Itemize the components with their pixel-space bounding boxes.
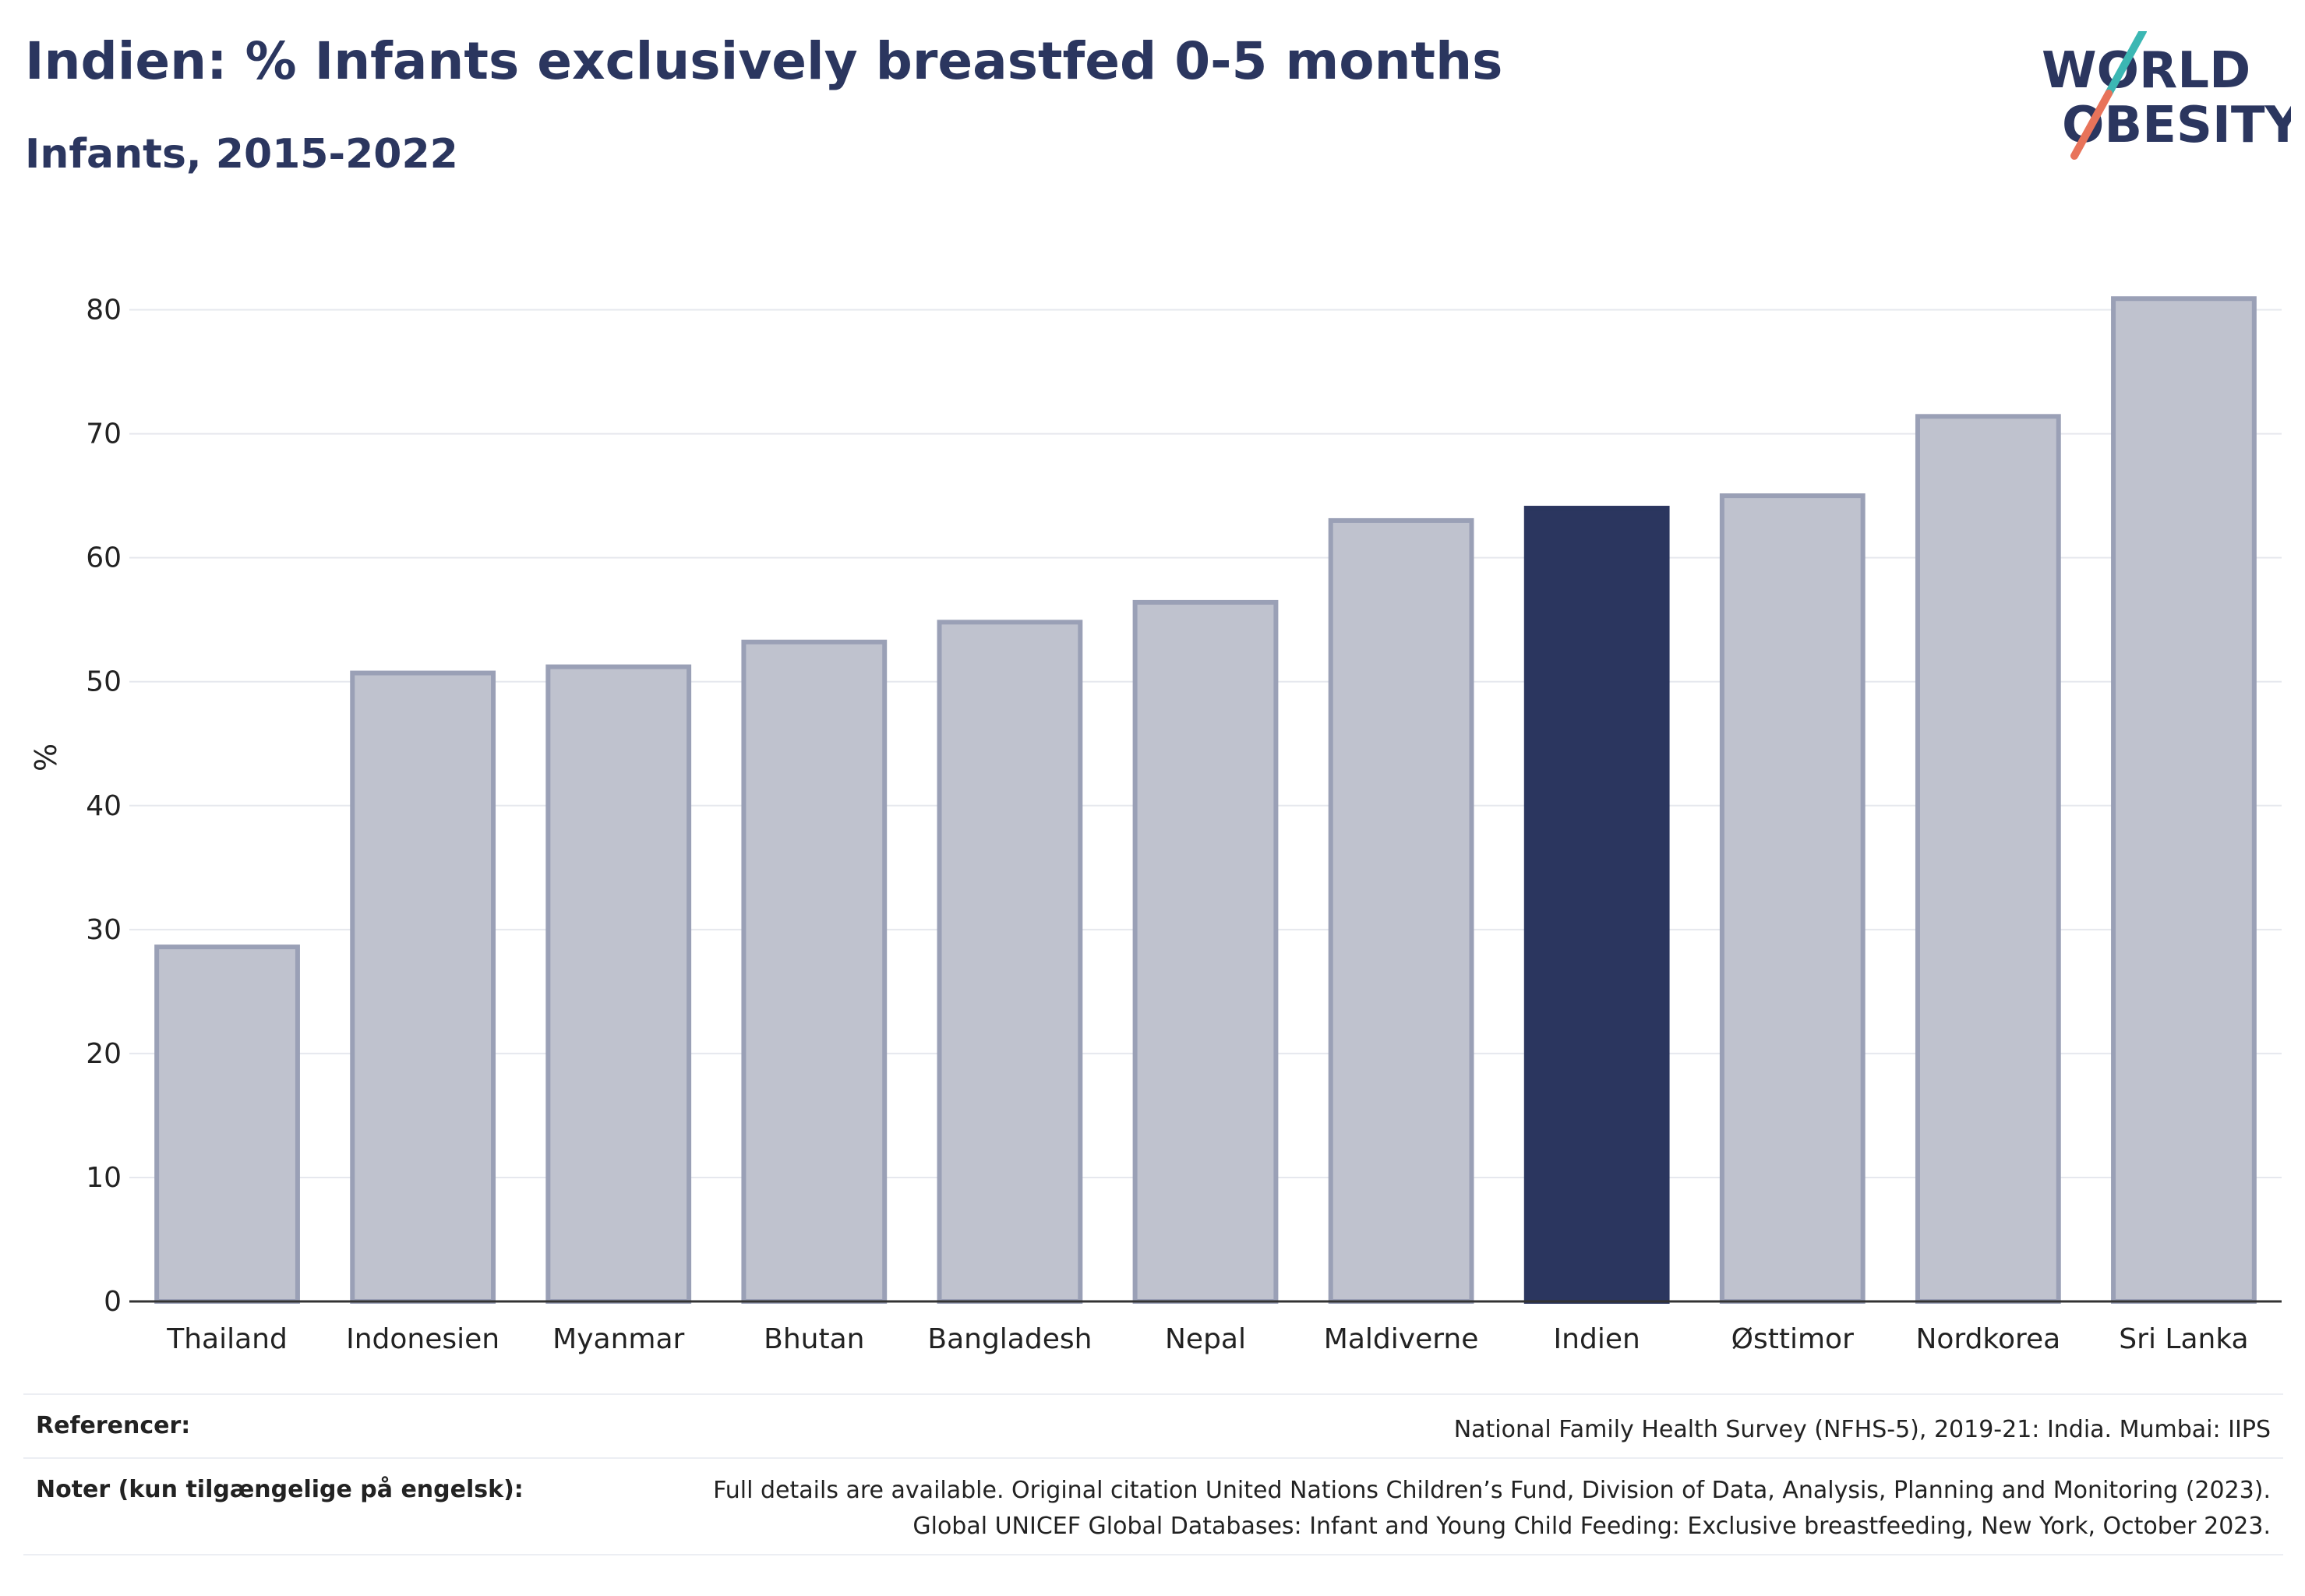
bar-myanmar	[545, 664, 692, 1304]
y-tick-label: 50	[86, 666, 122, 698]
axis-layer: 0 10 20 30 40 50 60 70 80 Thailand Indonesien Myanm…	[86, 295, 2282, 1355]
y-tick-label: 20	[86, 1038, 122, 1070]
x-tick-label: Sri Lanka	[2119, 1323, 2248, 1355]
bar-sri-lanka	[2111, 296, 2257, 1304]
bar-nordkorea	[1915, 414, 2061, 1305]
y-tick-label: 10	[86, 1162, 122, 1194]
footer-divider-bottom	[23, 1554, 2283, 1555]
bar-thailand	[154, 945, 300, 1305]
x-tick-label: Myanmar	[552, 1323, 684, 1355]
x-tick-label: Bhutan	[764, 1323, 864, 1355]
y-tick-label: 40	[86, 790, 122, 822]
x-tick-label: Nordkorea	[1915, 1323, 2060, 1355]
bar-nepal	[1132, 599, 1279, 1304]
y-tick-label: 80	[86, 295, 122, 327]
logo-slash-top	[2105, 31, 2147, 97]
references-label: Referencer:	[36, 1412, 191, 1439]
notes-line-1: Full details are available. Original cit…	[713, 1477, 2271, 1504]
bar-layer	[154, 296, 2257, 1305]
notes-line-2: Global UNICEF Global Databases: Infant a…	[912, 1513, 2271, 1540]
x-tick-label: Bangladesh	[927, 1323, 1092, 1355]
bar-chart: 0 10 20 30 40 50 60 70 80 Thailand Indonesien Myanm…	[29, 295, 2282, 1355]
y-tick-label: 30	[86, 914, 122, 946]
x-tick-label: Nepal	[1165, 1323, 1246, 1355]
bar-indien	[1523, 506, 1670, 1304]
notes-label: Noter (kun tilgængelige på engelsk):	[36, 1476, 524, 1503]
bar-bangladesh	[937, 620, 1083, 1304]
x-tick-label: Østtimor	[1731, 1323, 1854, 1355]
references-row: Referencer: National Family Health Surve…	[23, 1412, 2283, 1451]
bar-indonesien	[350, 670, 496, 1304]
x-tick-label: Indonesien	[346, 1323, 499, 1355]
world-obesity-logo: WORLD OBESITY	[2042, 31, 2291, 160]
logo-world-text: WORLD	[2042, 42, 2250, 100]
notes-row: Noter (kun tilgængelige på engelsk): Ful…	[23, 1473, 2283, 1551]
footer-divider-top	[23, 1393, 2283, 1395]
logo-slash-bottom	[2070, 90, 2113, 160]
x-tick-label: Maldiverne	[1324, 1323, 1479, 1355]
notes-text: Full details are available. Original cit…	[713, 1473, 2271, 1545]
bar-maldiverne	[1328, 517, 1474, 1304]
y-axis-label: %	[29, 743, 63, 772]
bar-bhutan	[741, 639, 888, 1304]
footer-divider-middle	[23, 1457, 2283, 1459]
bar-østtimor	[1719, 493, 1866, 1304]
x-tick-label: Thailand	[166, 1323, 288, 1355]
x-tick-label: Indien	[1554, 1323, 1640, 1355]
chart-title: Indien: % Infants exclusively breastfed …	[25, 31, 1503, 91]
chart-subtitle: Infants, 2015-2022	[25, 131, 458, 178]
y-tick-label: 0	[104, 1286, 122, 1318]
y-tick-label: 60	[86, 542, 122, 574]
y-tick-label: 70	[86, 418, 122, 450]
references-text: National Family Health Survey (NFHS-5), …	[1453, 1416, 2271, 1443]
